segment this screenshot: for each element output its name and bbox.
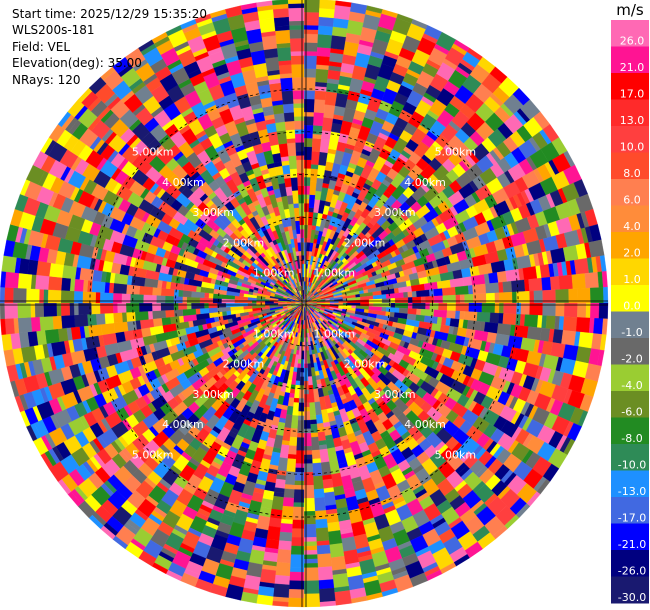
colorbar-tick-label: -1.0: [621, 326, 642, 339]
colorbar-tick-label: -17.0: [618, 512, 646, 525]
colorbar-tick-label: 17.0: [620, 88, 645, 101]
colorbar-tick-label: -21.0: [618, 538, 646, 551]
colorbar-tick-label: -4.0: [621, 379, 642, 392]
colorbar-tick-label: -30.0: [618, 591, 646, 604]
colorbar-tick-label: -8.0: [621, 432, 642, 445]
velocity-cells: [0, 0, 609, 608]
colorbar-tick-label: 21.0: [620, 61, 645, 74]
colorbar-tick-label: 13.0: [620, 114, 645, 127]
colorbar-tick-label: 1.0: [623, 273, 641, 286]
colorbar-tick-label: -2.0: [621, 353, 642, 366]
colorbar-unit: m/s: [616, 1, 644, 19]
colorbar-tick-label: 26.0: [620, 35, 645, 48]
colorbar-tick-label: 4.0: [623, 220, 641, 233]
colorbar-tick-label: 8.0: [623, 167, 641, 180]
colorbar-tick-label: 2.0: [623, 247, 641, 260]
colorbar-tick-label: 0.0: [623, 300, 641, 313]
colorbar-tick-label: -10.0: [618, 459, 646, 472]
colorbar-tick-label: 6.0: [623, 194, 641, 207]
colorbar-tick-label: -26.0: [618, 565, 646, 578]
colorbar-tick-label: 10.0: [620, 141, 645, 154]
colorbar-tick-label: -6.0: [621, 406, 642, 419]
colorbar-tick-label: -13.0: [618, 485, 646, 498]
